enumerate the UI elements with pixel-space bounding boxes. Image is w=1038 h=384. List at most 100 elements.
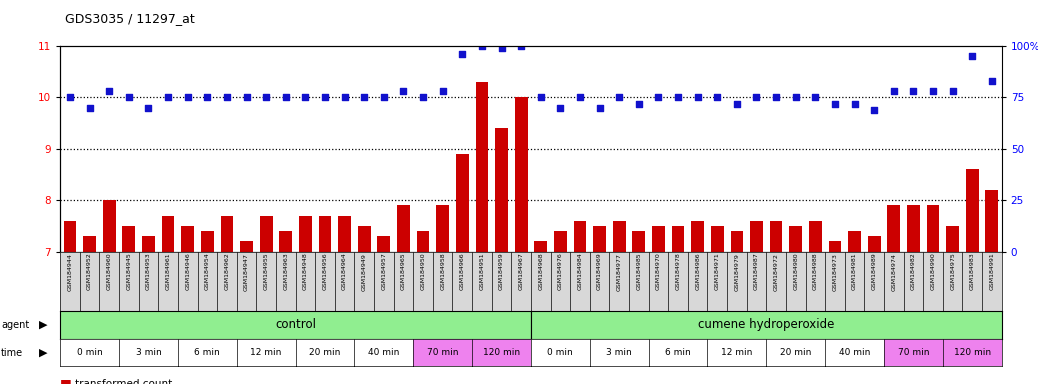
Bar xyxy=(887,205,900,252)
Text: GSM184964: GSM184964 xyxy=(343,253,347,290)
Bar xyxy=(907,205,920,252)
Point xyxy=(239,94,255,101)
Point xyxy=(257,94,274,101)
Text: 0 min: 0 min xyxy=(77,348,103,357)
Text: GSM184972: GSM184972 xyxy=(773,253,778,291)
Point xyxy=(925,88,941,94)
Bar xyxy=(142,236,155,252)
Text: time: time xyxy=(1,348,23,358)
Bar xyxy=(632,231,646,252)
Bar xyxy=(416,231,430,252)
Bar xyxy=(652,226,664,252)
Bar xyxy=(750,221,763,252)
Text: GSM184969: GSM184969 xyxy=(597,253,602,290)
Point xyxy=(473,43,490,49)
Text: 6 min: 6 min xyxy=(665,348,691,357)
Text: GSM184961: GSM184961 xyxy=(166,253,170,290)
Text: GSM184971: GSM184971 xyxy=(715,253,719,290)
Text: GSM184962: GSM184962 xyxy=(224,253,229,290)
Text: GSM184952: GSM184952 xyxy=(87,253,92,290)
Bar xyxy=(358,226,371,252)
Point xyxy=(61,94,78,101)
Point xyxy=(180,94,196,101)
Text: GSM184960: GSM184960 xyxy=(107,253,112,290)
Text: 120 min: 120 min xyxy=(483,348,520,357)
Point xyxy=(493,45,510,51)
Bar xyxy=(574,221,586,252)
Bar xyxy=(554,231,567,252)
Text: 70 min: 70 min xyxy=(427,348,459,357)
Point xyxy=(395,88,412,94)
Text: GSM184956: GSM184956 xyxy=(323,253,328,290)
Text: GSM184986: GSM184986 xyxy=(695,253,701,290)
Point xyxy=(670,94,686,101)
Bar xyxy=(711,226,723,252)
Bar xyxy=(809,221,822,252)
Bar xyxy=(947,226,959,252)
Point xyxy=(846,101,863,107)
Text: GSM184950: GSM184950 xyxy=(420,253,426,290)
Text: agent: agent xyxy=(1,320,29,330)
Bar xyxy=(495,128,508,252)
Point xyxy=(356,94,373,101)
Text: 70 min: 70 min xyxy=(898,348,929,357)
Bar xyxy=(122,226,135,252)
Bar xyxy=(220,215,234,252)
Bar xyxy=(436,205,449,252)
Bar xyxy=(927,205,939,252)
Point xyxy=(650,94,666,101)
Bar xyxy=(828,241,842,252)
Point xyxy=(592,104,608,111)
Point xyxy=(905,88,922,94)
Text: GSM184959: GSM184959 xyxy=(499,253,504,290)
Bar xyxy=(338,215,351,252)
Bar xyxy=(770,221,783,252)
Bar xyxy=(279,231,292,252)
Point xyxy=(140,104,157,111)
Point xyxy=(611,94,628,101)
Text: ▶: ▶ xyxy=(39,320,48,330)
Bar xyxy=(182,226,194,252)
Point xyxy=(807,94,823,101)
Text: GSM184945: GSM184945 xyxy=(127,253,132,290)
Point xyxy=(689,94,706,101)
Text: 6 min: 6 min xyxy=(194,348,220,357)
Text: GSM184987: GSM184987 xyxy=(754,253,759,290)
Bar xyxy=(240,241,253,252)
Bar xyxy=(868,236,880,252)
Text: GSM184974: GSM184974 xyxy=(892,253,896,291)
Text: control: control xyxy=(275,318,316,331)
Bar xyxy=(319,215,331,252)
Point xyxy=(964,53,981,60)
Point xyxy=(376,94,392,101)
Point xyxy=(866,107,882,113)
Bar xyxy=(162,215,174,252)
Text: GSM184975: GSM184975 xyxy=(950,253,955,290)
Text: 3 min: 3 min xyxy=(606,348,632,357)
Bar xyxy=(985,190,999,252)
Bar xyxy=(848,231,861,252)
Text: GSM184984: GSM184984 xyxy=(577,253,582,290)
Text: 12 min: 12 min xyxy=(250,348,282,357)
Text: GSM184948: GSM184948 xyxy=(303,253,308,290)
Text: GSM184963: GSM184963 xyxy=(283,253,289,290)
Text: GSM184967: GSM184967 xyxy=(519,253,523,290)
Point xyxy=(415,94,432,101)
Text: GSM184981: GSM184981 xyxy=(852,253,857,290)
Bar xyxy=(593,226,606,252)
Point xyxy=(101,88,117,94)
Bar xyxy=(731,231,743,252)
Text: transformed count: transformed count xyxy=(75,379,172,384)
Bar xyxy=(378,236,390,252)
Bar xyxy=(83,236,95,252)
Bar xyxy=(672,226,684,252)
Bar xyxy=(475,82,488,252)
Point xyxy=(532,94,549,101)
Point xyxy=(885,88,902,94)
Text: 3 min: 3 min xyxy=(136,348,161,357)
Text: 120 min: 120 min xyxy=(954,348,991,357)
Text: GSM184946: GSM184946 xyxy=(185,253,190,290)
Point xyxy=(277,94,294,101)
Bar xyxy=(456,154,469,252)
Text: GSM184977: GSM184977 xyxy=(617,253,622,291)
